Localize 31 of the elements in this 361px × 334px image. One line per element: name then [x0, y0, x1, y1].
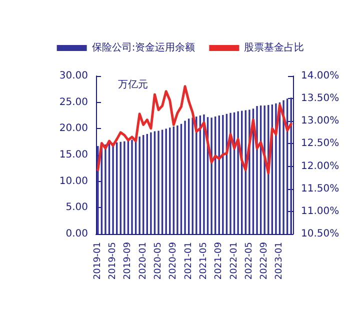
y-tick-label: 25.00: [59, 96, 88, 108]
x-tick-label: 2021-09: [214, 242, 224, 280]
x-tick-label: 2019-01: [92, 242, 103, 280]
y2-tick-label: 13.00%: [301, 116, 340, 127]
x-tick-label: 2021-05: [198, 242, 209, 280]
y-tick-label: 0.00: [66, 228, 88, 240]
y2-tick-label: 10.50%: [301, 228, 340, 240]
y-tick-label: 20.00: [59, 123, 88, 134]
y2-tick-label: 11.00%: [301, 206, 340, 217]
y2-tick-label: 14.00%: [301, 70, 340, 82]
x-tick-label: 2023-01: [274, 242, 285, 280]
x-tick-label: 2019-05: [108, 242, 118, 280]
annotation: 万亿元: [118, 80, 148, 90]
y-tick-label: 15.00: [59, 150, 88, 160]
x-tick-label: 2022-01: [229, 242, 240, 280]
x-tick-label: 2022-05: [244, 242, 254, 280]
y-tick-label: 5.00: [66, 202, 88, 214]
y2-tick-label: 12.00%: [301, 160, 340, 172]
y-tick-label: 10.00: [59, 176, 88, 187]
x-tick-label: 2020-09: [168, 242, 179, 280]
y-tick-label: 30.00: [59, 70, 88, 82]
legend-label: 保险公司:资金运用余额: [92, 42, 196, 54]
x-tick-label: 2022-09: [260, 242, 270, 280]
y2-tick-label: 12.50%: [301, 138, 340, 150]
legend-label: 股票基金占比: [244, 42, 304, 54]
y2-tick-label: 13.50%: [301, 93, 340, 104]
x-tick-label: 2019-09: [123, 242, 134, 280]
y2-tick-label: 11.50%: [301, 183, 340, 194]
x-tick-label: 2021-01: [184, 242, 194, 280]
x-tick-label: 2020-05: [154, 242, 164, 280]
x-tick-label: 2020-01: [138, 242, 148, 280]
